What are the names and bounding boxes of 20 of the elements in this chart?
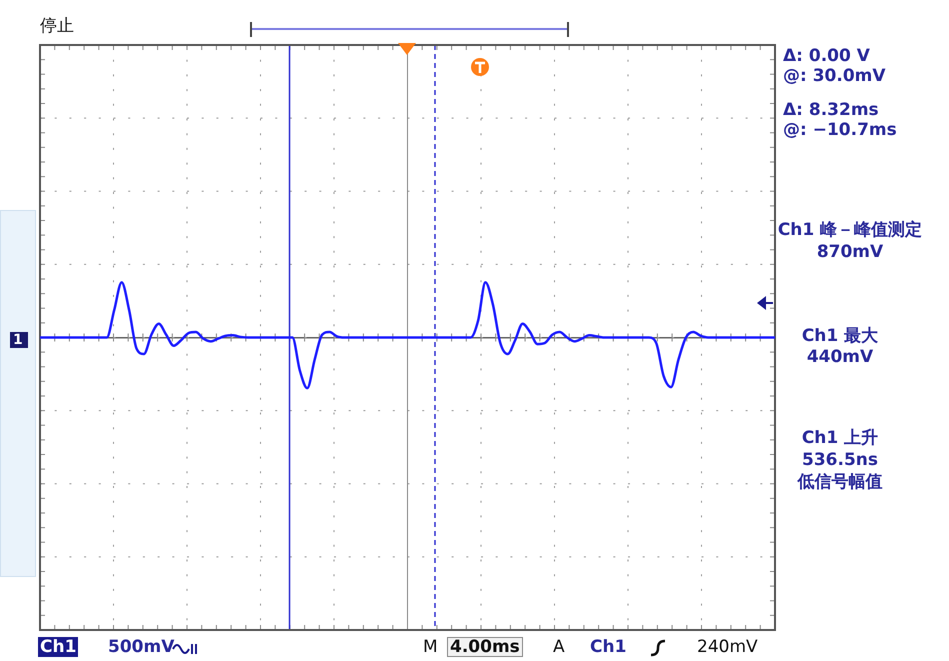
text: Ch1 峰－峰值测定: [778, 220, 922, 240]
text: 停止: [40, 16, 74, 36]
text: 500mV: [108, 637, 174, 657]
text: 低信号幅值: [798, 472, 882, 492]
text: Ch1: [38, 637, 78, 657]
text: M: [423, 637, 438, 657]
text: 4.00ms: [447, 637, 523, 657]
text: 870mV: [816, 242, 884, 262]
text: 440mV: [806, 347, 874, 367]
text: Ch1 上升: [802, 428, 878, 448]
text: @: −10.7ms: [783, 120, 897, 140]
text: 1: [10, 332, 28, 348]
text: Ch1 最大: [802, 326, 878, 346]
text: Δ: 8.32ms: [783, 100, 879, 120]
text: Ch1: [590, 637, 626, 657]
text: 240mV: [697, 637, 758, 657]
text: A: [553, 637, 565, 657]
text: 536.5ns: [802, 450, 878, 470]
text: Δ: 0.00 V: [783, 46, 870, 66]
text: @: 30.0mV: [783, 66, 886, 86]
